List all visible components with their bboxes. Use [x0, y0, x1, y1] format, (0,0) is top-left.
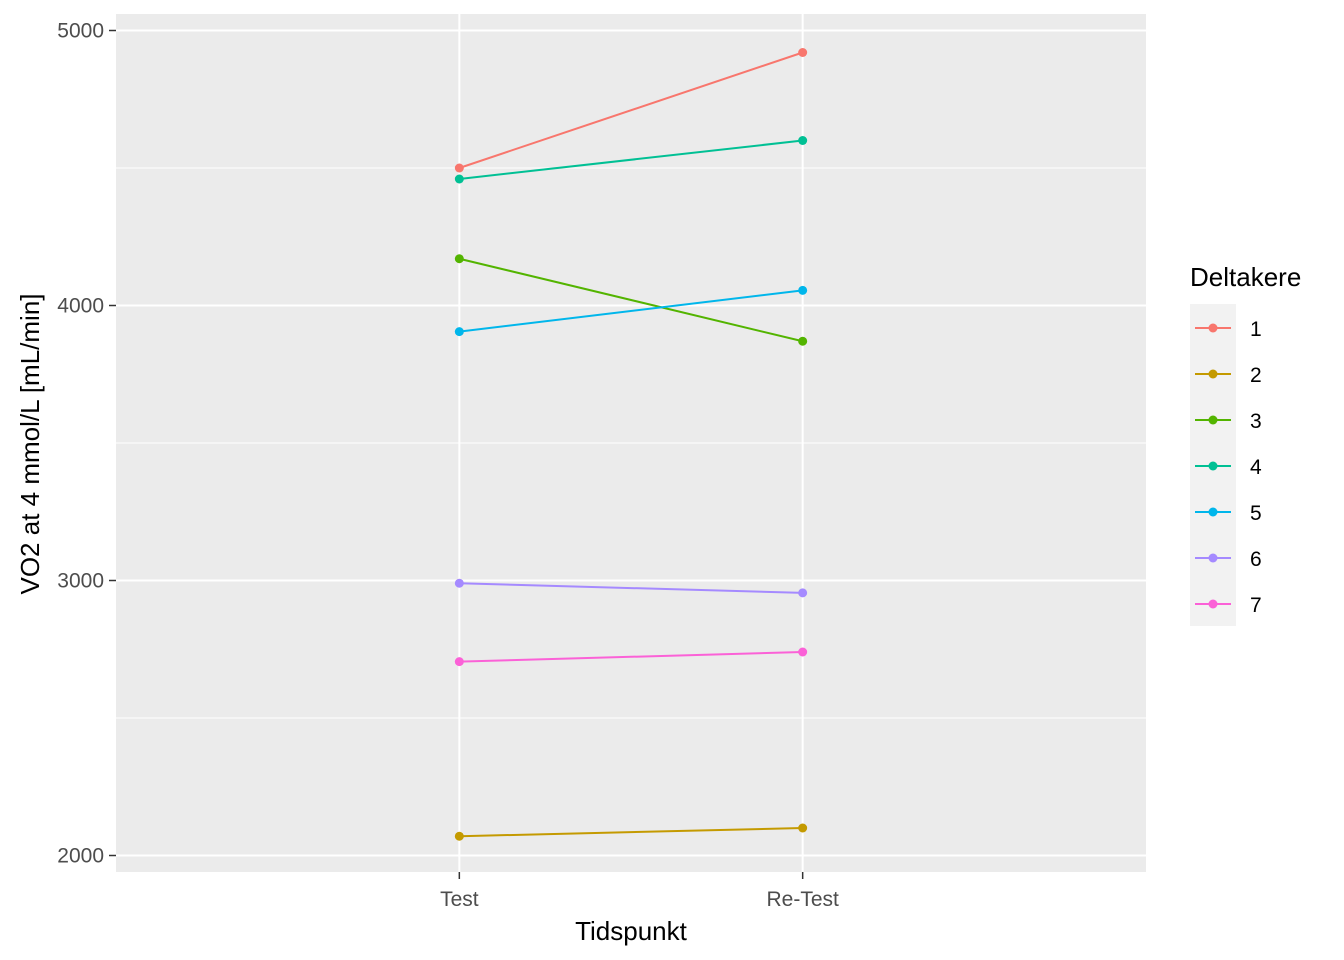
series-4: [454, 136, 808, 184]
series-line: [459, 289, 803, 333]
series-line: [459, 51, 803, 169]
series-3: [454, 254, 808, 346]
data-point: [798, 647, 808, 657]
data-point: [798, 48, 808, 57]
legend-label: 6: [1250, 548, 1262, 571]
y-axis: 2000 3000 4000 5000: [57, 20, 116, 868]
y-axis-title: VO2 at 4 mmol/L [mL/min]: [15, 293, 45, 594]
series-layer: [454, 48, 808, 841]
major-gridlines: [116, 14, 1146, 872]
series-line: [459, 651, 803, 663]
legend-label: 5: [1250, 502, 1262, 525]
series-2: [454, 823, 808, 841]
legend-key-point: [1208, 415, 1218, 425]
y-tick-label: 4000: [57, 295, 104, 318]
series-line: [459, 827, 803, 838]
minor-gridlines: [116, 167, 1146, 719]
data-point: [454, 657, 464, 667]
data-point: [454, 578, 464, 588]
data-point: [454, 174, 464, 184]
legend-item: 5: [1195, 502, 1262, 525]
series-5: [454, 285, 808, 337]
y-tick-label: 2000: [57, 845, 104, 868]
series-line: [459, 139, 803, 180]
legend: Deltakere 1 2 3 4 5 6 7: [1190, 262, 1301, 626]
legend-key-point: [1208, 461, 1218, 471]
data-point: [798, 336, 808, 346]
legend-title: Deltakere: [1190, 262, 1301, 292]
data-point: [798, 136, 808, 145]
legend-item: 2: [1195, 364, 1262, 387]
legend-items: 1 2 3 4 5 6 7: [1195, 318, 1262, 617]
y-tick-label: 3000: [57, 570, 104, 593]
legend-item: 3: [1195, 410, 1262, 433]
legend-label: 7: [1250, 594, 1262, 617]
x-tick-label: Re-Test: [766, 888, 839, 911]
legend-key-point: [1208, 553, 1218, 563]
legend-item: 7: [1195, 594, 1262, 617]
series-7: [454, 647, 808, 667]
y-tick-label: 5000: [57, 20, 104, 43]
legend-key-point: [1208, 507, 1218, 517]
data-point: [798, 285, 808, 295]
series-line: [459, 257, 803, 343]
data-point: [454, 254, 464, 264]
data-point: [798, 588, 808, 598]
legend-item: 1: [1195, 318, 1262, 341]
legend-label: 3: [1250, 410, 1262, 433]
legend-key-point: [1208, 369, 1218, 379]
x-tick-label: Test: [440, 888, 479, 911]
x-axis: Test Re-Test: [440, 872, 839, 911]
legend-key-point: [1208, 323, 1218, 333]
data-point: [454, 163, 464, 173]
legend-item: 4: [1195, 456, 1262, 479]
x-axis-title: Tidspunkt: [575, 916, 688, 946]
legend-item: 6: [1195, 548, 1262, 571]
data-point: [454, 327, 464, 337]
legend-label: 4: [1250, 456, 1262, 479]
legend-key-point: [1208, 599, 1218, 609]
legend-label: 2: [1250, 364, 1262, 387]
data-point: [454, 831, 464, 841]
series-6: [454, 578, 808, 598]
series-1: [454, 48, 808, 173]
legend-label: 1: [1250, 318, 1262, 341]
data-point: [798, 823, 808, 833]
series-line: [459, 582, 803, 594]
